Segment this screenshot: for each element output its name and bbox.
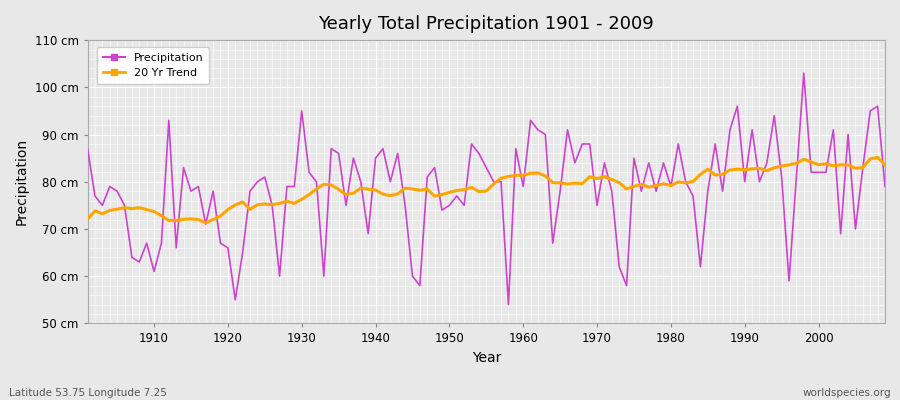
Text: worldspecies.org: worldspecies.org — [803, 388, 891, 398]
Title: Yearly Total Precipitation 1901 - 2009: Yearly Total Precipitation 1901 - 2009 — [319, 15, 654, 33]
Text: Latitude 53.75 Longitude 7.25: Latitude 53.75 Longitude 7.25 — [9, 388, 166, 398]
X-axis label: Year: Year — [472, 351, 501, 365]
Legend: Precipitation, 20 Yr Trend: Precipitation, 20 Yr Trend — [97, 47, 209, 84]
Y-axis label: Precipitation: Precipitation — [15, 138, 29, 225]
